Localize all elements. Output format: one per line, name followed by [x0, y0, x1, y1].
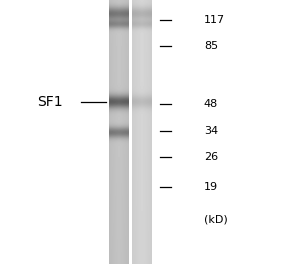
Text: 117: 117: [204, 15, 225, 25]
Text: 34: 34: [204, 126, 218, 136]
Text: 26: 26: [204, 152, 218, 162]
Text: SF1: SF1: [37, 95, 63, 109]
Text: 85: 85: [204, 41, 218, 51]
Text: (kD): (kD): [204, 214, 228, 224]
Text: 48: 48: [204, 99, 218, 109]
Text: 19: 19: [204, 182, 218, 192]
